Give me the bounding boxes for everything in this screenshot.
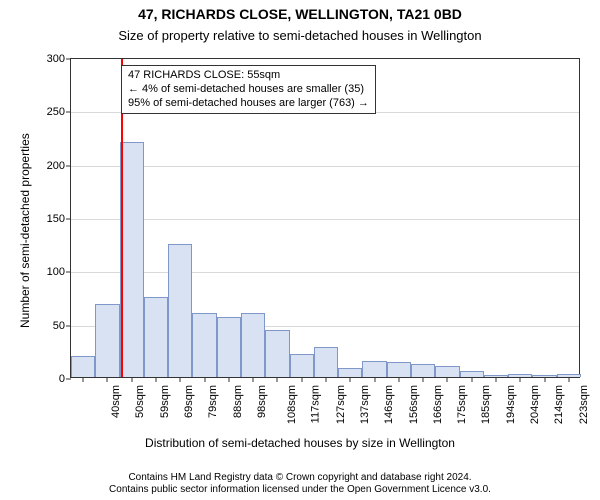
y-tick-mark xyxy=(66,379,71,380)
y-tick-mark xyxy=(66,325,71,326)
histogram-bar xyxy=(387,362,411,377)
annotation-line-3: 95% of semi-detached houses are larger (… xyxy=(128,97,369,111)
annotation-line-1: 47 RICHARDS CLOSE: 55sqm xyxy=(128,69,369,83)
plot-area: 05010015020025030040sqm50sqm59sqm69sqm79… xyxy=(70,58,580,378)
y-tick-mark xyxy=(66,272,71,273)
x-tick-mark xyxy=(301,377,302,382)
x-tick-mark xyxy=(83,377,84,382)
x-tick-mark xyxy=(277,377,278,382)
y-tick-mark xyxy=(66,59,71,60)
histogram-bar xyxy=(338,368,362,377)
histogram-bar xyxy=(217,317,241,377)
title-main: 47, RICHARDS CLOSE, WELLINGTON, TA21 0BD xyxy=(0,6,600,22)
histogram-bar xyxy=(95,304,119,377)
x-tick-mark xyxy=(544,377,545,382)
x-tick-label: 69sqm xyxy=(183,385,195,418)
y-tick-label: 100 xyxy=(47,266,65,278)
x-tick-label: 98sqm xyxy=(256,385,268,418)
x-tick-label: 194sqm xyxy=(505,385,517,424)
title-sub: Size of property relative to semi-detach… xyxy=(0,28,600,43)
x-tick-label: 59sqm xyxy=(159,385,171,418)
histogram-bar xyxy=(362,361,386,377)
x-axis-label: Distribution of semi-detached houses by … xyxy=(0,436,600,450)
x-tick-mark xyxy=(131,377,132,382)
gridline xyxy=(71,166,579,167)
x-tick-mark xyxy=(471,377,472,382)
x-tick-mark xyxy=(423,377,424,382)
x-tick-label: 185sqm xyxy=(481,385,493,424)
x-tick-label: 127sqm xyxy=(335,385,347,424)
x-tick-label: 146sqm xyxy=(383,385,395,424)
y-tick-mark xyxy=(66,112,71,113)
y-tick-label: 300 xyxy=(47,53,65,65)
histogram-bar xyxy=(411,364,435,377)
x-tick-mark xyxy=(326,377,327,382)
x-tick-mark xyxy=(204,377,205,382)
x-tick-label: 166sqm xyxy=(432,385,444,424)
histogram-bar xyxy=(314,347,338,377)
x-tick-mark xyxy=(496,377,497,382)
y-tick-label: 250 xyxy=(47,106,65,118)
x-tick-mark xyxy=(520,377,521,382)
x-tick-label: 108sqm xyxy=(286,385,298,424)
y-tick-label: 200 xyxy=(47,160,65,172)
footer-line-1: Contains HM Land Registry data © Crown c… xyxy=(0,472,600,484)
histogram-bar xyxy=(435,366,459,377)
histogram-bar xyxy=(192,313,216,377)
x-tick-label: 50sqm xyxy=(134,385,146,418)
x-tick-label: 204sqm xyxy=(529,385,541,424)
x-tick-mark xyxy=(180,377,181,382)
x-tick-mark xyxy=(253,377,254,382)
histogram-bar xyxy=(241,313,265,377)
x-tick-label: 223sqm xyxy=(578,385,590,424)
y-tick-mark xyxy=(66,165,71,166)
y-tick-label: 0 xyxy=(59,373,65,385)
y-tick-mark xyxy=(66,219,71,220)
x-tick-label: 175sqm xyxy=(456,385,468,424)
x-tick-mark xyxy=(374,377,375,382)
x-tick-label: 156sqm xyxy=(408,385,420,424)
histogram-bar xyxy=(144,297,168,377)
annotation-line-2: ← 4% of semi-detached houses are smaller… xyxy=(128,83,369,97)
histogram-bar xyxy=(120,142,144,377)
histogram-bar xyxy=(290,354,314,377)
gridline xyxy=(71,219,579,220)
gridline xyxy=(71,272,579,273)
x-tick-label: 137sqm xyxy=(359,385,371,424)
x-tick-mark xyxy=(156,377,157,382)
x-tick-label: 79sqm xyxy=(207,385,219,418)
x-tick-mark xyxy=(398,377,399,382)
annotation-box: 47 RICHARDS CLOSE: 55sqm ← 4% of semi-de… xyxy=(121,65,376,114)
x-tick-mark xyxy=(107,377,108,382)
x-tick-mark xyxy=(350,377,351,382)
y-tick-label: 50 xyxy=(53,320,65,332)
y-tick-label: 150 xyxy=(47,213,65,225)
x-tick-label: 88sqm xyxy=(232,385,244,418)
x-tick-label: 117sqm xyxy=(310,385,322,423)
histogram-bar xyxy=(168,244,192,377)
x-tick-mark xyxy=(228,377,229,382)
x-tick-mark xyxy=(568,377,569,382)
attribution-footer: Contains HM Land Registry data © Crown c… xyxy=(0,472,600,496)
histogram-bar xyxy=(71,356,95,377)
y-axis-label: Number of semi-detached properties xyxy=(18,133,32,328)
x-tick-label: 40sqm xyxy=(110,385,122,418)
figure: 47, RICHARDS CLOSE, WELLINGTON, TA21 0BD… xyxy=(0,0,600,500)
footer-line-2: Contains public sector information licen… xyxy=(0,484,600,496)
x-tick-mark xyxy=(447,377,448,382)
histogram-bar xyxy=(265,330,289,377)
x-tick-label: 214sqm xyxy=(553,385,565,424)
